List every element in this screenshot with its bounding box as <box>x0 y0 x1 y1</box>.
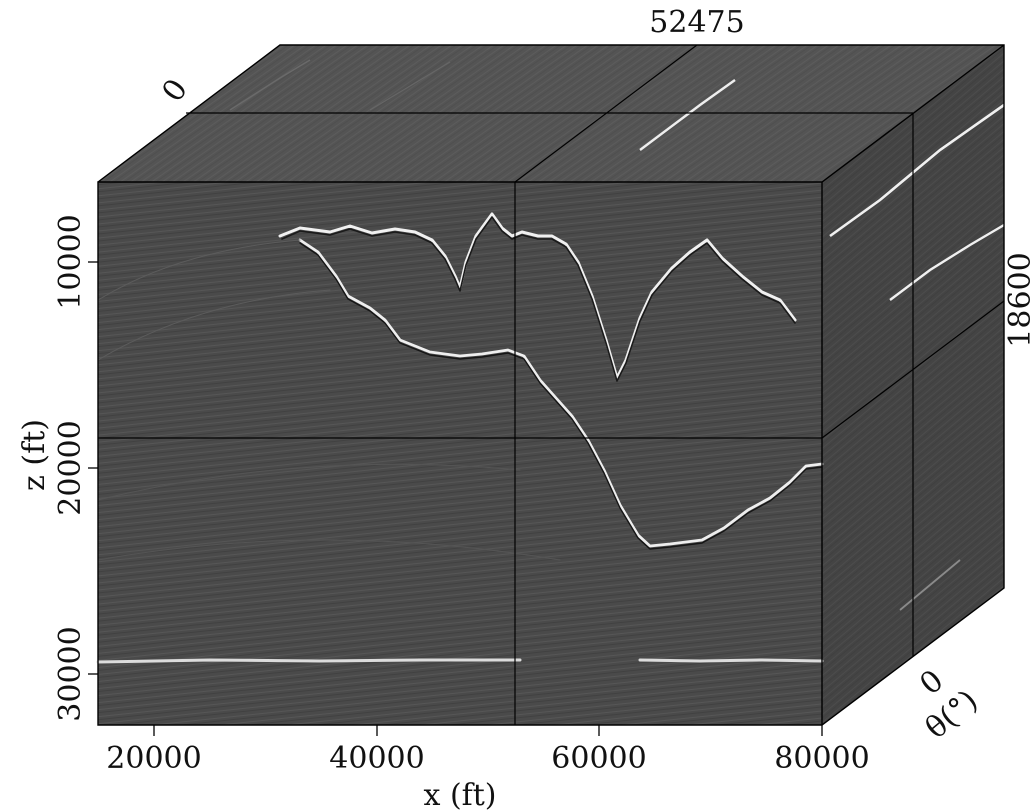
x-tick-label-40000: 40000 <box>329 741 424 776</box>
salt-base-shadow <box>299 242 823 550</box>
tick-marks <box>88 261 823 736</box>
right-slice-value: 18600 <box>1003 252 1036 347</box>
slice-lines <box>98 44 1005 725</box>
curved-sediment-2 <box>97 289 331 361</box>
top-slice-value: 52475 <box>649 5 744 40</box>
z-axis-label: z (ft) <box>17 419 52 491</box>
x-tick-label-60000: 60000 <box>551 741 646 776</box>
side-event-1 <box>829 103 1005 238</box>
top-event-3 <box>369 61 451 111</box>
side-reflectors <box>829 103 1005 611</box>
z-tick-label-10000: 10000 <box>53 214 88 309</box>
top-event-2 <box>229 59 311 111</box>
salt-top-reflector <box>278 212 797 380</box>
theta-zero-label: 0 <box>913 663 950 702</box>
curved-sediment-4 <box>97 539 561 561</box>
top-reflectors <box>229 59 736 151</box>
side-event-2 <box>889 223 1005 301</box>
deep-reflector-left <box>96 658 522 664</box>
side-event-3 <box>899 559 961 611</box>
salt-top-shadow <box>281 216 796 382</box>
front-face <box>98 182 822 725</box>
curved-sediment-3 <box>97 463 521 501</box>
curved-sediment-1 <box>97 239 301 301</box>
salt-base-reflector <box>298 238 824 548</box>
top-event-1 <box>639 79 736 151</box>
deep-reflector-right <box>638 658 824 663</box>
z-tick-label-20000: 20000 <box>53 420 88 515</box>
z-tick-label-30000: 30000 <box>53 626 88 721</box>
depth-slice-value: 0 <box>155 73 195 109</box>
x-tick-label-80000: 80000 <box>774 741 869 776</box>
x-axis-label: x (ft) <box>423 778 496 812</box>
x-tick-label-20000: 20000 <box>106 741 201 776</box>
front-reflectors <box>96 212 824 664</box>
